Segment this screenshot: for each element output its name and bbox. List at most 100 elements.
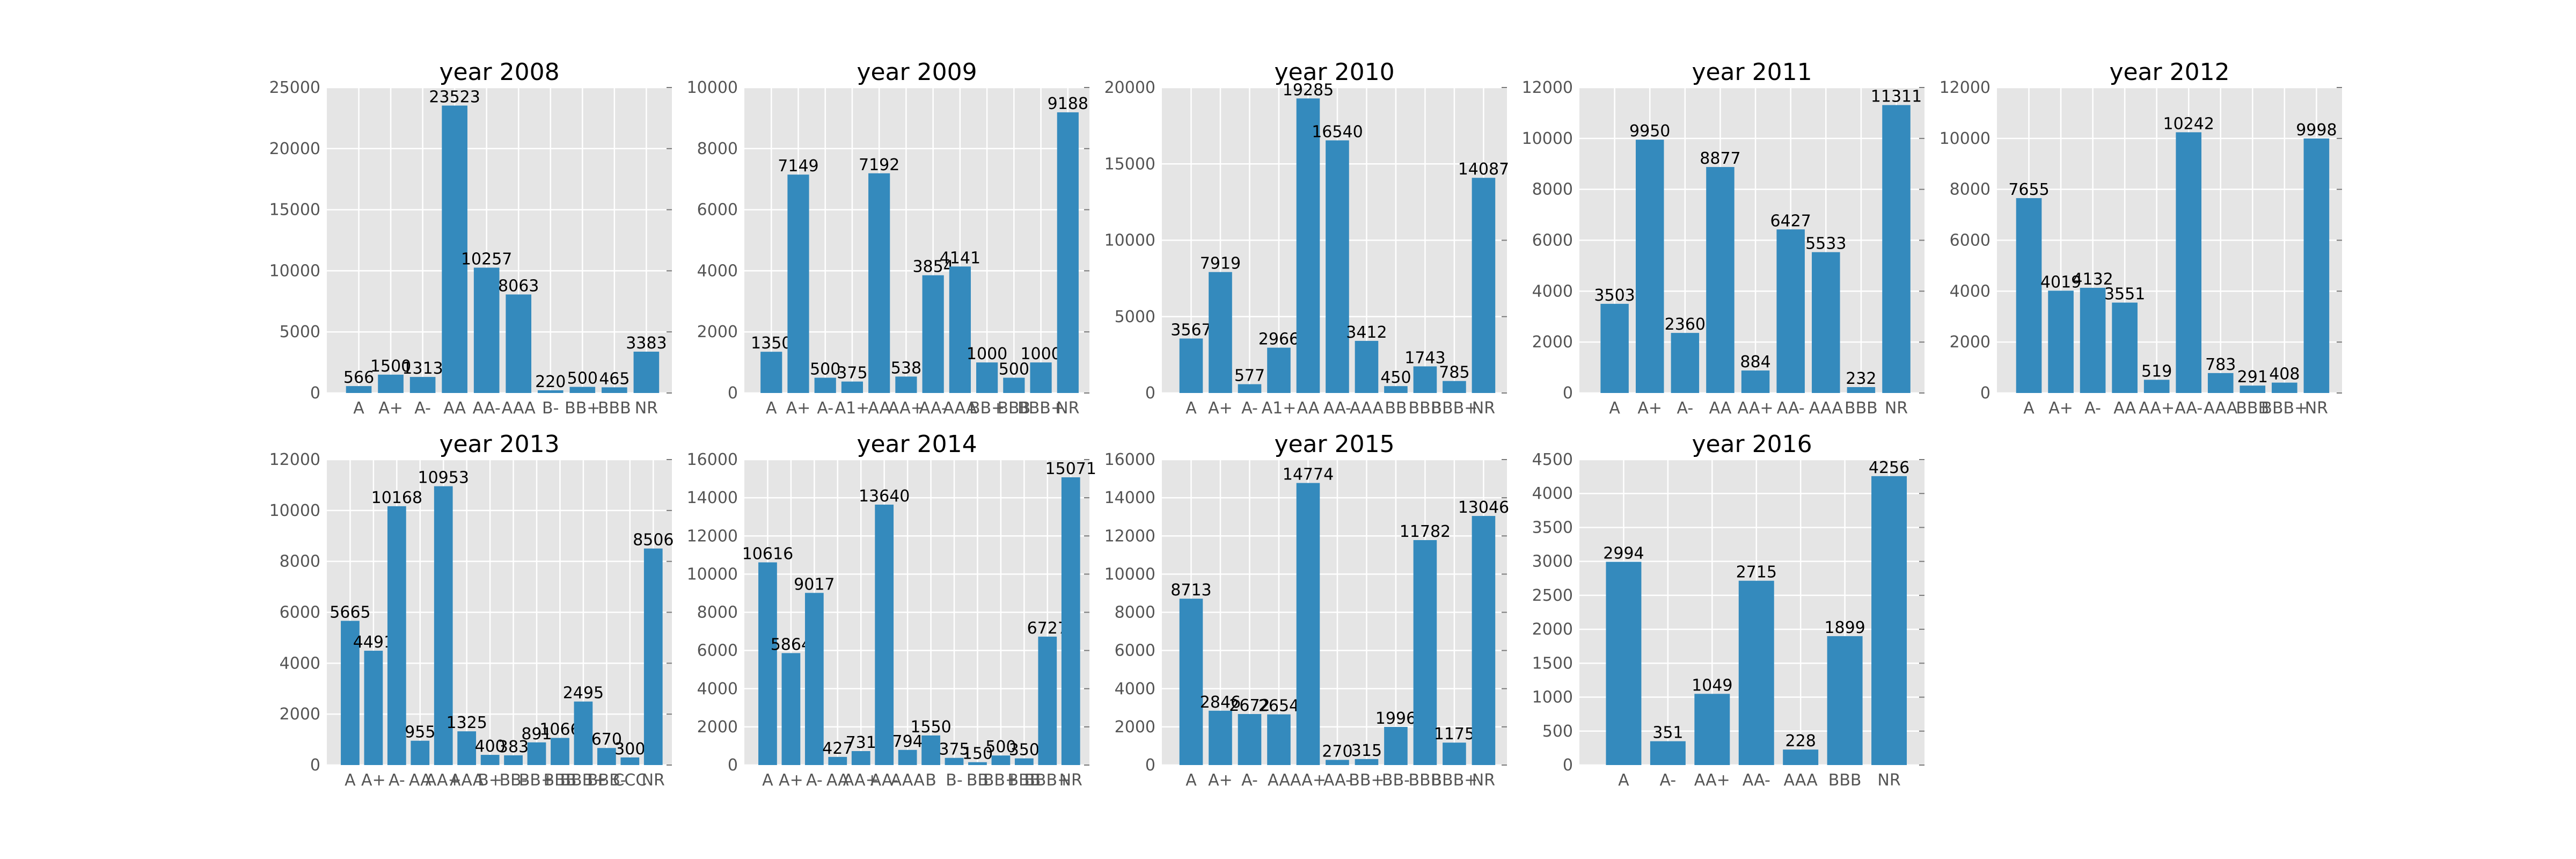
- value-label: 731: [846, 733, 876, 752]
- value-label: 500: [999, 360, 1029, 379]
- value-label: 1550: [910, 718, 951, 737]
- bar: [551, 738, 569, 765]
- subplot: 0 500 1000 1500 2000 2500 3000 3500 4000 4500 2994…: [1532, 431, 1924, 790]
- chart-title: year 2014: [857, 431, 977, 458]
- x-tick-label: B-: [542, 399, 559, 418]
- y-tick-label: 0: [728, 384, 738, 403]
- value-label: 500: [985, 738, 1016, 756]
- value-label: 2715: [1736, 563, 1777, 582]
- value-label: 13046: [1458, 498, 1509, 517]
- bar: [1443, 381, 1466, 393]
- value-label: 10953: [418, 469, 469, 487]
- bar: [620, 757, 640, 765]
- bar: [781, 653, 801, 765]
- subplot: 0 2000 4000 6000 8000 10000 12000 3503 A 9950 A+ 23…: [1522, 59, 1924, 418]
- y-tick-label: 16000: [687, 450, 738, 469]
- value-label: 4491: [353, 633, 394, 652]
- y-tick-label: 0: [310, 384, 320, 403]
- bar: [574, 701, 593, 765]
- bar: [1671, 333, 1700, 393]
- bar: [1776, 229, 1805, 393]
- x-tick-label: AA-: [1743, 771, 1770, 790]
- bar: [1057, 112, 1079, 393]
- y-tick-label: 8000: [280, 552, 320, 571]
- bar: [868, 173, 890, 393]
- value-label: 500: [810, 360, 840, 379]
- value-label: 350: [1009, 741, 1040, 760]
- x-tick-label: A+: [1637, 399, 1662, 418]
- subplot: 0 5000 10000 15000 20000 25000 566 A 1500 A+ 1313 A…: [269, 59, 672, 418]
- value-label: 2846: [1200, 693, 1241, 712]
- x-tick-label: AA+: [888, 399, 924, 418]
- value-label: 7192: [859, 156, 899, 174]
- x-tick-label: BBB: [544, 771, 577, 790]
- bar: [1179, 599, 1203, 765]
- value-label: 1000: [967, 345, 1007, 363]
- bar: [1827, 636, 1863, 765]
- x-tick-label: A-: [1677, 399, 1693, 418]
- y-tick-label: 2000: [697, 718, 738, 737]
- x-tick-label: AA+: [1738, 399, 1774, 418]
- y-tick-label: 8000: [1950, 180, 1990, 199]
- y-tick-label: 6000: [280, 603, 320, 622]
- value-label: 4256: [1869, 458, 1909, 477]
- bar: [1847, 387, 1876, 393]
- value-label: 8713: [1170, 581, 1211, 600]
- bar: [1384, 727, 1408, 765]
- subplot: 0 2000 4000 6000 8000 10000 12000 14000 16000 871…: [1104, 431, 1510, 790]
- x-tick-label: AA: [826, 771, 849, 790]
- x-tick-label: A: [1618, 771, 1629, 790]
- x-tick-label: A+: [786, 399, 811, 418]
- y-tick-label: 10000: [1522, 129, 1573, 148]
- x-tick-label: BBB+: [1431, 399, 1477, 418]
- bar: [804, 593, 824, 765]
- bar: [537, 390, 564, 393]
- bar: [1038, 636, 1057, 765]
- y-tick-label: 10000: [269, 261, 320, 280]
- value-label: 2360: [1665, 315, 1706, 334]
- value-label: 7149: [778, 157, 818, 176]
- x-tick-label: AA: [868, 399, 890, 418]
- value-label: 1175: [1434, 725, 1475, 744]
- value-label: 5533: [1805, 235, 1846, 253]
- x-tick-label: BBB: [1828, 771, 1862, 790]
- value-label: 408: [2269, 365, 2300, 384]
- x-tick-label: AA: [2113, 399, 2136, 418]
- bar: [968, 762, 987, 765]
- bar: [1783, 749, 1819, 765]
- y-tick-label: 12000: [1522, 78, 1573, 97]
- bar: [1030, 362, 1052, 393]
- x-tick-label: A+: [361, 771, 386, 790]
- x-tick-label: A-: [414, 399, 431, 418]
- y-tick-label: 0: [1563, 756, 1573, 775]
- x-tick-label: BBB: [1409, 771, 1442, 790]
- y-tick-label: 4500: [1532, 450, 1573, 469]
- y-tick-label: 5000: [280, 323, 320, 341]
- y-tick-label: 0: [1145, 384, 1155, 403]
- x-tick-label: AA: [1268, 771, 1290, 790]
- bar: [643, 548, 663, 765]
- bar: [1209, 710, 1232, 765]
- x-tick-label: BB+: [519, 771, 554, 790]
- bar: [922, 275, 944, 393]
- x-tick-label: AA-: [1777, 399, 1805, 418]
- x-tick-label: A: [345, 771, 356, 790]
- x-tick-label: B-: [946, 771, 962, 790]
- value-label: 3551: [2104, 285, 2145, 304]
- y-tick-label: 10000: [1940, 129, 1990, 148]
- value-label: 3503: [1594, 286, 1635, 305]
- value-label: 1743: [1404, 348, 1445, 367]
- bar: [2016, 198, 2042, 393]
- x-tick-label: NR: [1472, 771, 1495, 790]
- x-tick-label: A-: [806, 771, 823, 790]
- subplot: 0 2000 4000 6000 8000 10000 12000 5665 A 4491 A+ 10…: [269, 431, 674, 790]
- x-tick-label: A-: [1241, 771, 1258, 790]
- y-tick-label: 4000: [1950, 282, 1990, 301]
- bar: [1600, 303, 1629, 393]
- x-tick-label: AA-: [870, 771, 898, 790]
- bar: [341, 621, 360, 765]
- value-label: 3567: [1170, 321, 1211, 340]
- x-tick-label: BBB+: [1431, 771, 1477, 790]
- bar: [346, 386, 372, 393]
